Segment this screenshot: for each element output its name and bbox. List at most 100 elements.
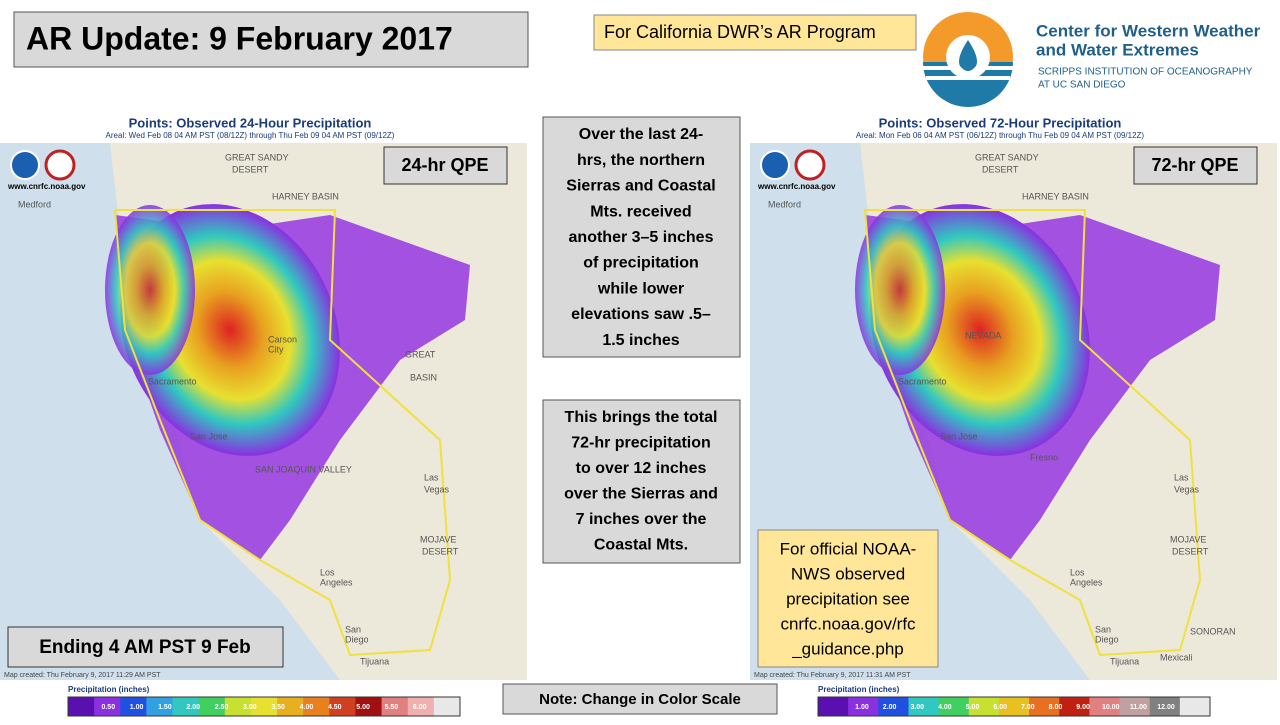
legend-swatch [303,697,330,716]
state-outline [863,209,1202,657]
logo [923,12,1013,107]
place-label: HARNEY BASIN [272,191,339,201]
site-url: www.cnrfc.noaa.gov [7,182,86,191]
place-label: Tijuana [360,656,389,666]
legend-label: 5.00 [966,704,980,711]
map-title: Points: Observed 72-Hour Precipitation [879,115,1122,130]
place-label: SAN JOAQUIN VALLEY [255,464,352,474]
legend-swatch [433,697,461,716]
place-label: MOJAVE [1170,534,1206,544]
ending-label: Ending 4 AM PST 9 Feb [39,637,250,658]
legend-label: 10.00 [1102,704,1120,711]
legend-label: 6.00 [413,704,427,711]
legend-swatch [407,697,435,716]
legend-label: 3.00 [910,704,924,711]
legend-label: 0.50 [101,704,115,711]
place-label: DESERT [232,164,269,174]
summary-line: while lower [597,280,684,297]
precip-coast [855,205,945,375]
map-created: Map created: Thu February 9, 2017 11:29 … [4,672,161,679]
legend-swatch [329,697,356,716]
legend-label: 4.00 [300,704,314,711]
legend-label: 7.00 [1021,704,1035,711]
summary-line: another 3–5 inches [569,229,714,246]
official-line: NWS observed [791,564,905,583]
summary-line: 1.5 inches [602,332,679,349]
legend-swatch [68,697,95,716]
legend-label: 5.00 [356,704,370,711]
summary-line: elevations saw .5– [571,306,711,323]
legend-label: 4.00 [938,704,952,711]
legend-label: 2.00 [883,704,897,711]
summary-box [542,116,741,358]
legend-label: 3.50 [271,704,285,711]
legend-swatch [1179,697,1211,716]
legend-swatch [878,697,909,716]
summary-line: This brings the total [565,409,718,426]
place-label: Angeles [1070,577,1103,587]
map-created: Map created: Thu February 9, 2017 11:31 … [754,672,911,679]
legend-swatch [1029,697,1060,716]
title-box [13,11,529,68]
legend-label: 11.00 [1130,704,1147,711]
place-label: Mexicali [1160,652,1193,662]
badge: 72-hr QPE [1151,155,1238,175]
official-line: _guidance.php [791,639,904,658]
place-label: GREAT SANDY [225,152,289,162]
place-label: Tijuana [1110,656,1139,666]
place-label: SONORAN [1190,626,1236,636]
place-label: Vegas [424,484,450,494]
legend-label: 9.00 [1076,704,1090,711]
map-subtitle: Areal: Mon Feb 06 04 AM PST (06/12Z) thr… [856,131,1144,140]
slide-title: AR Update: 9 February 2017 [26,20,453,56]
note: Note: Change in Color Scale [539,691,741,708]
place-label: Vegas [1174,484,1200,494]
legend-swatch [94,697,121,716]
summary-box [542,399,741,564]
legend-label: 2.50 [215,704,229,711]
place-label: NEVADA [965,330,1001,340]
legend-swatch [355,697,383,716]
legend-swatch [1089,697,1121,716]
place-label: Sacramento [898,376,947,386]
place-label: City [268,344,284,354]
legend-swatch [968,697,1000,716]
legend-swatch [938,697,970,716]
program-label: For California DWR’s AR Program [604,22,876,42]
legend-label: 12.00 [1157,704,1175,711]
state-outline [113,209,452,657]
official-line: For official NOAA- [780,539,917,558]
place-label: DESERT [982,164,1019,174]
logo-name: and Water Extremes [1036,40,1199,59]
legend-swatch [277,697,304,716]
legend-label: 1.50 [158,704,172,711]
badge: 24-hr QPE [401,155,488,175]
place-label: BASIN [410,372,437,382]
logo-sub: SCRIPPS INSTITUTION OF OCEANOGRAPHY [1038,67,1253,78]
place-label: Los [1070,567,1085,577]
legend-label: 4.50 [328,704,342,711]
place-label: Sacramento [148,376,197,386]
place-label: GREAT [405,349,436,359]
place-label: San Jose [940,431,978,441]
badge-box [383,146,508,185]
legend-swatch [198,697,226,716]
note-box [502,683,778,715]
legend-label: 5.50 [385,704,399,711]
legend-swatch [250,697,278,716]
place-label: GREAT SANDY [975,152,1039,162]
place-label: Angeles [320,577,353,587]
summary-line: 72-hr precipitation [571,435,711,452]
nws-logo [44,149,76,181]
place-label: San [1095,624,1111,634]
legend-label: 1.00 [855,704,869,711]
official-box [757,529,939,668]
site-url: www.cnrfc.noaa.gov [757,182,836,191]
summary-line: Coastal Mts. [594,537,688,554]
logo-sub: AT UC SAN DIEGO [1038,80,1126,91]
legend-swatch [120,697,147,716]
legend-swatch [908,697,940,716]
place-label: Diego [345,634,369,644]
legend-swatch [1119,697,1151,716]
